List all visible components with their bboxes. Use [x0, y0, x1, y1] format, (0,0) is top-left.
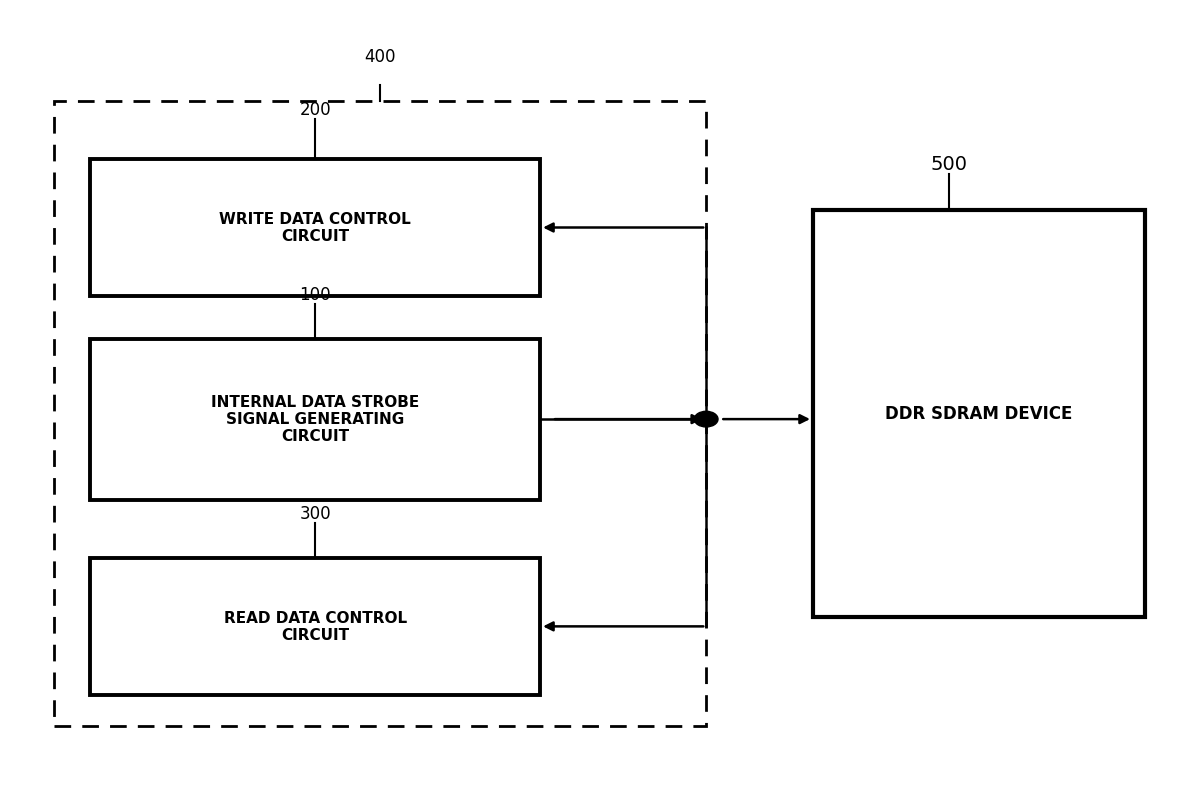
Text: 400: 400 — [364, 48, 396, 65]
Bar — [90, 339, 541, 500]
Bar — [90, 159, 541, 296]
Text: 500: 500 — [930, 154, 968, 174]
Text: 100: 100 — [300, 286, 331, 304]
Bar — [90, 558, 541, 695]
Bar — [813, 210, 1145, 617]
Text: 200: 200 — [300, 101, 331, 119]
Text: WRITE DATA CONTROL
CIRCUIT: WRITE DATA CONTROL CIRCUIT — [219, 212, 411, 244]
Circle shape — [694, 412, 718, 427]
Text: READ DATA CONTROL
CIRCUIT: READ DATA CONTROL CIRCUIT — [223, 611, 406, 643]
Text: INTERNAL DATA STROBE
SIGNAL GENERATING
CIRCUIT: INTERNAL DATA STROBE SIGNAL GENERATING C… — [211, 395, 420, 444]
Text: 300: 300 — [300, 505, 331, 523]
Text: DDR SDRAM DEVICE: DDR SDRAM DEVICE — [885, 404, 1072, 423]
Bar — [54, 101, 706, 727]
